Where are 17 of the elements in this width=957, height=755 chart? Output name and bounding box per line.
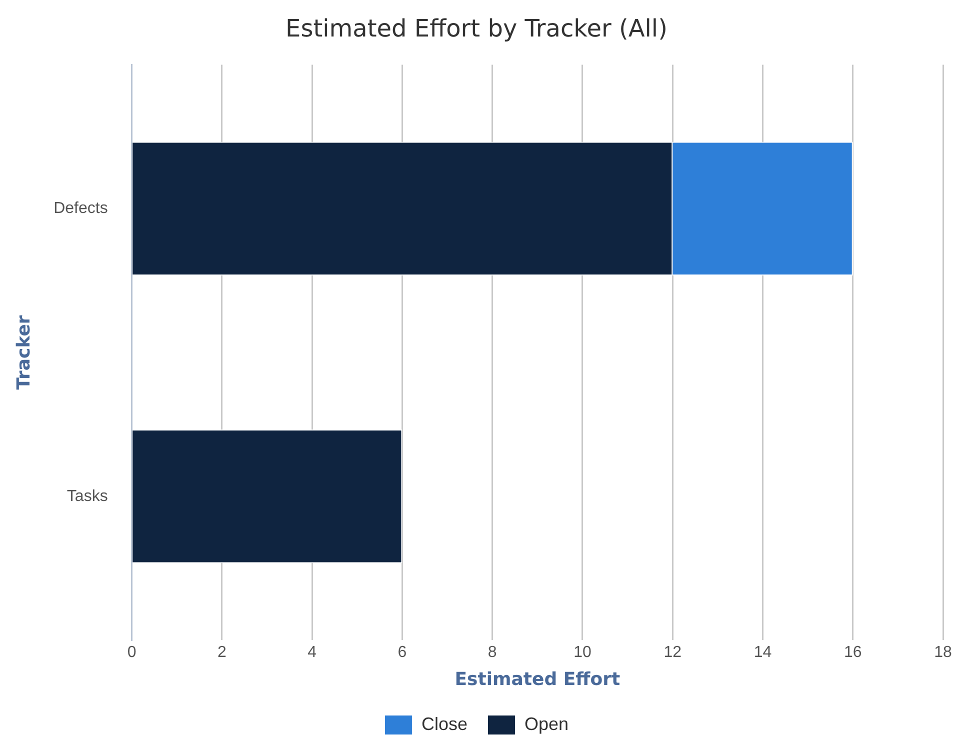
legend-label: Close [421,714,468,734]
x-tick-label: 10 [574,644,592,662]
x-tick-label: 4 [308,644,317,662]
x-tick-label: 18 [934,644,952,662]
y-tick-label: Tasks [66,488,108,505]
legend-label: Open [524,714,569,734]
x-tick-label: 8 [488,644,497,662]
y-axis-title: Tracker [13,315,34,390]
x-tick-label: 6 [398,644,407,662]
x-axis-title: Estimated Effort [454,668,621,690]
y-tick-label: Defects [54,200,108,218]
x-tick-label: 2 [218,644,227,662]
x-tick-label: 0 [127,644,136,662]
x-tick-label: 12 [664,644,682,662]
x-tick-label: 14 [754,644,772,662]
x-tick-label: 16 [844,644,862,662]
chart-title: Estimated Effort by Tracker (All) [286,14,668,43]
